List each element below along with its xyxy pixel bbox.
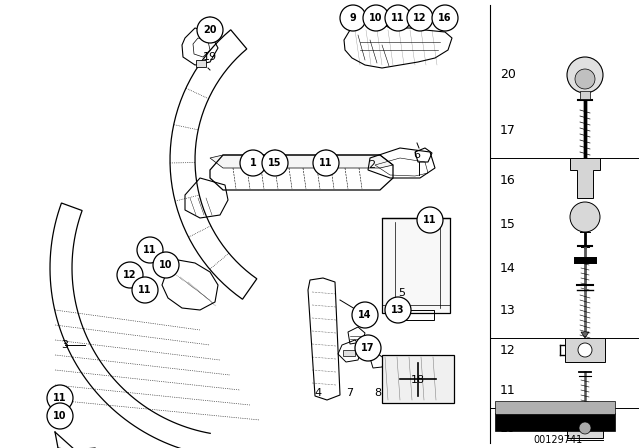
Circle shape [153, 252, 179, 278]
Text: 5: 5 [399, 288, 406, 298]
FancyBboxPatch shape [495, 401, 615, 414]
Circle shape [47, 385, 73, 411]
FancyBboxPatch shape [343, 350, 355, 356]
Text: 12: 12 [500, 344, 516, 357]
Text: 1: 1 [250, 158, 257, 168]
Text: 15: 15 [268, 158, 282, 168]
Text: 6: 6 [413, 150, 420, 160]
Circle shape [432, 5, 458, 31]
Text: —: — [581, 90, 589, 99]
Text: 16: 16 [438, 13, 452, 23]
Circle shape [132, 277, 158, 303]
Text: 10: 10 [159, 260, 173, 270]
Circle shape [385, 297, 411, 323]
Circle shape [355, 335, 381, 361]
Circle shape [313, 150, 339, 176]
Circle shape [579, 422, 591, 434]
Circle shape [262, 150, 288, 176]
Circle shape [340, 5, 366, 31]
Text: 10: 10 [500, 422, 516, 435]
Text: 11: 11 [143, 245, 157, 255]
Text: 00129741: 00129741 [533, 435, 582, 445]
Circle shape [570, 202, 600, 232]
Text: 20: 20 [500, 69, 516, 82]
Circle shape [240, 150, 266, 176]
Circle shape [578, 343, 592, 357]
FancyBboxPatch shape [567, 416, 603, 438]
Text: 12: 12 [124, 270, 137, 280]
FancyBboxPatch shape [580, 91, 590, 99]
Circle shape [352, 302, 378, 328]
Circle shape [575, 69, 595, 89]
Text: 17: 17 [500, 124, 516, 137]
Text: 10: 10 [369, 13, 383, 23]
Text: 3: 3 [61, 340, 68, 350]
Text: 14: 14 [500, 262, 516, 275]
Text: 13: 13 [500, 303, 516, 316]
FancyBboxPatch shape [382, 355, 454, 403]
FancyBboxPatch shape [565, 338, 605, 362]
Text: 14: 14 [358, 310, 372, 320]
Text: 10: 10 [53, 411, 67, 421]
Text: 13: 13 [391, 305, 404, 315]
Text: 11: 11 [319, 158, 333, 168]
FancyBboxPatch shape [495, 413, 615, 431]
FancyBboxPatch shape [196, 60, 206, 67]
Text: 11: 11 [138, 285, 152, 295]
Text: 20: 20 [204, 25, 217, 35]
Circle shape [385, 5, 411, 31]
Polygon shape [210, 155, 393, 168]
Circle shape [197, 17, 223, 43]
Text: 7: 7 [346, 388, 353, 398]
Circle shape [407, 5, 433, 31]
Text: 11: 11 [500, 383, 516, 396]
Circle shape [363, 5, 389, 31]
Text: 11: 11 [423, 215, 436, 225]
Circle shape [567, 57, 603, 93]
Text: 18: 18 [411, 375, 425, 385]
Text: 17: 17 [361, 343, 375, 353]
Text: 16: 16 [500, 173, 516, 186]
Polygon shape [570, 158, 600, 198]
FancyBboxPatch shape [382, 218, 450, 313]
Text: 11: 11 [391, 13, 404, 23]
Text: 8: 8 [374, 388, 381, 398]
Circle shape [417, 207, 443, 233]
Text: 9: 9 [349, 13, 356, 23]
Text: 12: 12 [413, 13, 427, 23]
Polygon shape [581, 332, 589, 338]
Text: 19: 19 [203, 52, 217, 62]
Text: 4: 4 [314, 388, 321, 398]
Text: 15: 15 [500, 219, 516, 232]
Circle shape [137, 237, 163, 263]
Circle shape [117, 262, 143, 288]
Circle shape [47, 403, 73, 429]
Text: 2: 2 [369, 160, 376, 170]
Text: 11: 11 [53, 393, 67, 403]
